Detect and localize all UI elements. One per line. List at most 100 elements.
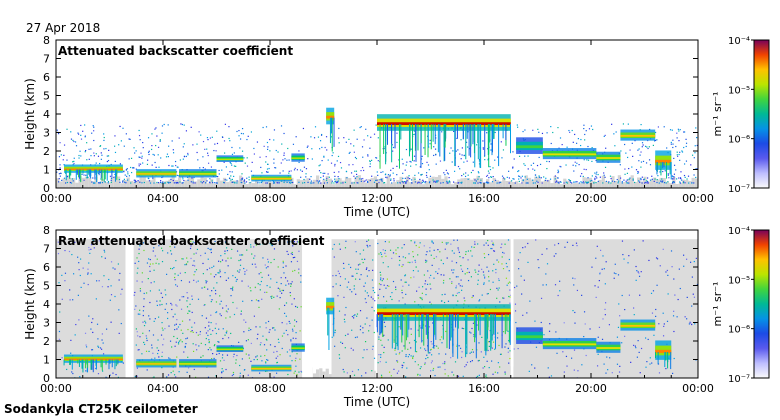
noise-cell: [337, 295, 339, 297]
noise-cell: [254, 263, 256, 265]
speckle-cell: [369, 160, 371, 163]
noise-cell: [232, 275, 234, 277]
speckle-cell: [494, 131, 496, 134]
noise-cell: [559, 290, 561, 292]
noise-cell: [415, 341, 417, 343]
speckle-cell: [69, 181, 71, 184]
speckle-cell: [573, 181, 575, 183]
noise-cell: [431, 343, 433, 345]
speckle-cell: [323, 182, 325, 184]
noise-cell: [240, 313, 242, 315]
noise-cell: [103, 249, 105, 251]
noise-cell: [523, 279, 525, 281]
ground-clutter-cell: [145, 180, 150, 188]
speckle-cell: [95, 153, 97, 155]
noise-cell: [219, 295, 221, 297]
speckle-cell: [366, 180, 369, 183]
speckle-cell: [379, 179, 381, 181]
noise-cell: [497, 332, 499, 334]
speckle-cell: [534, 169, 536, 171]
speckle-cell: [662, 170, 664, 173]
speckle-cell: [563, 182, 565, 184]
speckle-cell: [201, 182, 203, 184]
noise-cell: [80, 286, 82, 288]
noise-cell: [199, 331, 202, 333]
speckle-cell: [93, 139, 95, 142]
noise-cell: [209, 248, 211, 250]
noise-cell: [173, 266, 175, 269]
ground-clutter-cell: [566, 180, 570, 188]
speckle-cell: [172, 152, 175, 154]
noise-cell: [404, 303, 406, 305]
speckle-cell: [59, 142, 61, 144]
noise-cell: [186, 300, 188, 302]
noise-cell: [164, 308, 166, 310]
ground-clutter-cell: [158, 182, 162, 188]
noise-cell: [274, 345, 276, 348]
speckle-cell: [321, 133, 323, 136]
noise-cell: [191, 326, 193, 328]
noise-cell: [149, 301, 151, 304]
noise-cell: [460, 268, 463, 270]
noise-cell: [429, 352, 431, 354]
ground-clutter-cell: [174, 179, 178, 188]
noise-cell: [453, 329, 455, 331]
speckle-cell: [338, 142, 340, 144]
speckle-cell: [681, 150, 683, 152]
noise-cell: [202, 273, 204, 275]
speckle-cell: [361, 146, 364, 148]
noise-cell: [691, 305, 693, 307]
layer-core: [655, 349, 672, 354]
speckle-cell: [391, 144, 393, 146]
noise-cell: [87, 268, 89, 270]
noise-cell: [426, 251, 428, 253]
speckle-cell: [585, 168, 587, 171]
speckle-cell: [426, 176, 428, 178]
noise-cell: [410, 333, 412, 335]
speckle-cell: [637, 171, 640, 173]
noise-cell: [432, 322, 434, 324]
noise-cell: [158, 289, 160, 291]
ground-clutter-cell: [659, 177, 663, 188]
noise-cell: [267, 274, 270, 276]
noise-cell: [576, 289, 579, 292]
noise-cell: [197, 334, 199, 336]
noise-cell: [596, 245, 598, 247]
noise-cell: [180, 279, 183, 282]
noise-cell: [499, 353, 502, 355]
speckle-cell: [565, 181, 567, 183]
noise-cell: [189, 319, 191, 321]
ground-clutter-cell: [370, 178, 374, 188]
noise-cell: [392, 280, 395, 283]
speckle-cell: [153, 154, 155, 156]
noise-cell: [273, 351, 275, 353]
speckle-cell: [231, 178, 233, 181]
x-tick-label: 04:00: [147, 192, 179, 205]
speckle-cell: [334, 180, 336, 182]
speckle-cell: [246, 177, 248, 179]
speckle-cell: [448, 180, 450, 182]
noise-cell: [395, 353, 397, 355]
noise-cell: [212, 330, 214, 332]
noise-cell: [504, 371, 506, 373]
noise-cell: [262, 257, 264, 259]
speckle-cell: [642, 179, 645, 181]
speckle-cell: [402, 181, 404, 183]
speckle-cell: [130, 182, 132, 184]
speckle-cell: [373, 181, 376, 183]
speckle-cell: [230, 162, 232, 165]
speckle-cell: [367, 181, 369, 183]
noise-cell: [72, 273, 75, 275]
noise-cell: [424, 280, 427, 282]
noise-cell: [374, 300, 376, 302]
speckle-cell: [449, 152, 451, 154]
speckle-cell: [104, 181, 106, 183]
speckle-cell: [318, 148, 321, 150]
noise-cell: [349, 288, 351, 291]
noise-cell: [472, 322, 475, 324]
speckle-cell: [532, 179, 534, 181]
noise-cell: [362, 249, 365, 251]
noise-cell: [190, 257, 192, 260]
speckle-cell: [672, 143, 674, 145]
noise-cell: [288, 320, 290, 323]
